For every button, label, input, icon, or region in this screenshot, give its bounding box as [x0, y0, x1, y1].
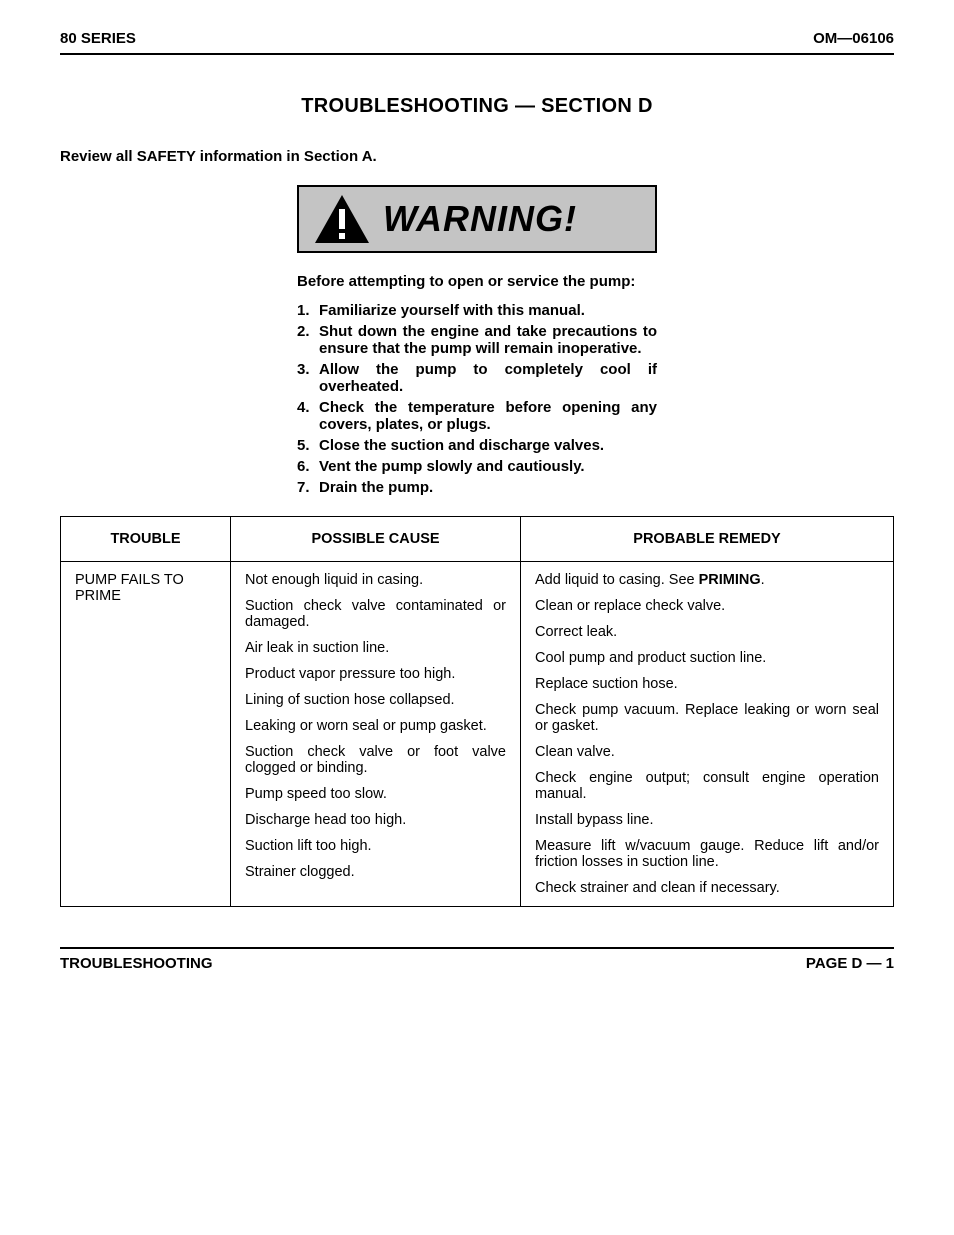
list-number: 2. [297, 323, 319, 357]
remedy-text: Install bypass line. [535, 812, 879, 828]
remedy-text: Add liquid to casing. See PRIMING. [535, 572, 879, 588]
cause-text: Air leak in suction line. [245, 640, 506, 656]
remedy-text: Check pump vacuum. Replace leaking or wo… [535, 702, 879, 734]
list-text: Vent the pump slowly and cautiously. [319, 458, 657, 475]
warning-list-item: 1.Familiarize yourself with this manual. [297, 302, 657, 319]
list-number: 3. [297, 361, 319, 395]
page-header: 80 SERIES OM—06106 [60, 30, 894, 55]
th-remedy: PROBABLE REMEDY [521, 517, 894, 562]
cell-remedies: Add liquid to casing. See PRIMING. Clean … [521, 562, 894, 907]
warning-list-item: 4.Check the temperature before opening a… [297, 399, 657, 433]
list-number: 1. [297, 302, 319, 319]
remedy-text: Replace suction hose. [535, 676, 879, 692]
table-header-row: TROUBLE POSSIBLE CAUSE PROBABLE REMEDY [61, 517, 894, 562]
list-text: Allow the pump to completely cool if ove… [319, 361, 657, 395]
cause-text: Suction check valve contaminated or dama… [245, 598, 506, 630]
page-footer: TROUBLESHOOTING PAGE D — 1 [60, 947, 894, 972]
list-text: Close the suction and discharge valves. [319, 437, 657, 454]
list-number: 5. [297, 437, 319, 454]
warning-lead: Before attempting to open or service the… [297, 273, 657, 290]
troubleshooting-table: TROUBLE POSSIBLE CAUSE PROBABLE REMEDY P… [60, 516, 894, 907]
th-trouble: TROUBLE [61, 517, 231, 562]
warning-list: 1.Familiarize yourself with this manual.… [297, 302, 657, 496]
remedy-text: Check strainer and clean if necessary. [535, 880, 879, 896]
header-right: OM—06106 [813, 30, 894, 47]
cause-text: Suction check valve or foot valve clogge… [245, 744, 506, 776]
list-text: Familiarize yourself with this manual. [319, 302, 657, 319]
list-text: Shut down the engine and take precaution… [319, 323, 657, 357]
warning-box: WARNING! [297, 185, 657, 253]
remedy-text: Cool pump and product suction line. [535, 650, 879, 666]
footer-left: TROUBLESHOOTING [60, 955, 213, 972]
warning-list-item: 6.Vent the pump slowly and cautiously. [297, 458, 657, 475]
list-number: 7. [297, 479, 319, 496]
remedy-text: Measure lift w/vacuum gauge. Reduce lift… [535, 838, 879, 870]
warning-list-item: 5.Close the suction and discharge valves… [297, 437, 657, 454]
cause-text: Leaking or worn seal or pump gasket. [245, 718, 506, 734]
cause-text: Strainer clogged. [245, 864, 506, 880]
th-cause: POSSIBLE CAUSE [231, 517, 521, 562]
header-left: 80 SERIES [60, 30, 136, 47]
list-number: 6. [297, 458, 319, 475]
cell-trouble: PUMP FAILS TO PRIME [61, 562, 231, 907]
list-text: Drain the pump. [319, 479, 657, 496]
section-title: TROUBLESHOOTING — SECTION D [60, 95, 894, 118]
remedy-text: Clean valve. [535, 744, 879, 760]
cell-causes: Not enough liquid in casing. Suction chec… [231, 562, 521, 907]
table-row: PUMP FAILS TO PRIME Not enough liquid in… [61, 562, 894, 907]
warning-triangle-icon [313, 193, 371, 245]
list-text: Check the temperature before opening any… [319, 399, 657, 433]
page: 80 SERIES OM—06106 TROUBLESHOOTING — SEC… [0, 0, 954, 1002]
intro-text: Review all SAFETY information in Section… [60, 148, 894, 165]
remedy-text: Check engine output; consult engine oper… [535, 770, 879, 802]
cause-text: Product vapor pressure too high. [245, 666, 506, 682]
warning-label: WARNING! [383, 198, 577, 240]
footer-right: PAGE D — 1 [806, 955, 894, 972]
cause-text: Pump speed too slow. [245, 786, 506, 802]
remedy-text: Clean or replace check valve. [535, 598, 879, 614]
warning-list-item: 7.Drain the pump. [297, 479, 657, 496]
warning-list-item: 3.Allow the pump to completely cool if o… [297, 361, 657, 395]
warning-body: Before attempting to open or service the… [297, 273, 657, 496]
cause-text: Not enough liquid in casing. [245, 572, 506, 588]
warning-list-item: 2.Shut down the engine and take precauti… [297, 323, 657, 357]
warning-banner: WARNING! [297, 185, 657, 253]
cause-text: Suction lift too high. [245, 838, 506, 854]
cause-text: Lining of suction hose collapsed. [245, 692, 506, 708]
list-number: 4. [297, 399, 319, 433]
cause-text: Discharge head too high. [245, 812, 506, 828]
remedy-text: Correct leak. [535, 624, 879, 640]
